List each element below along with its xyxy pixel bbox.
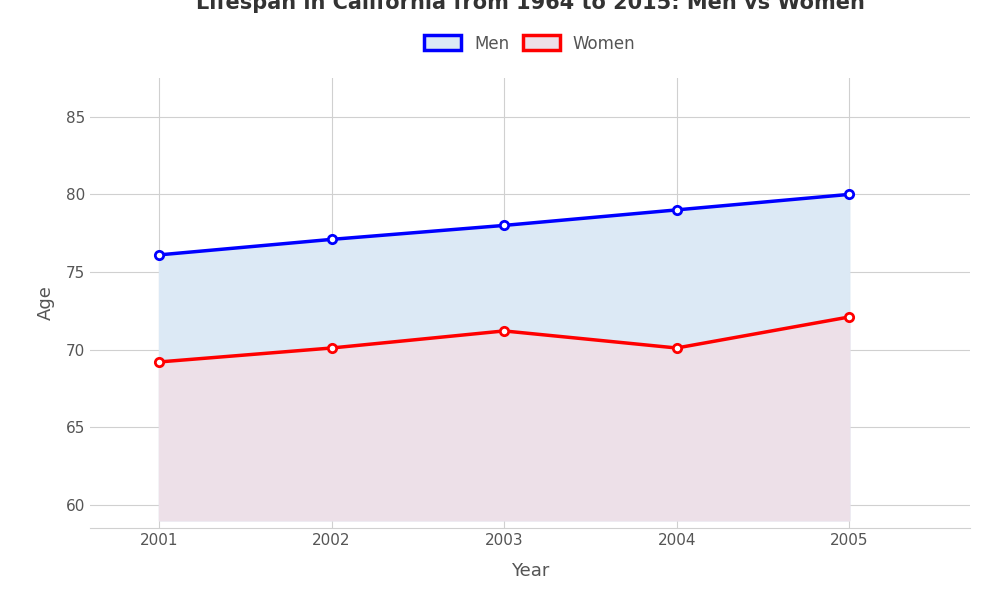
Title: Lifespan in California from 1964 to 2015: Men vs Women: Lifespan in California from 1964 to 2015… xyxy=(196,0,864,13)
Legend: Men, Women: Men, Women xyxy=(418,28,642,59)
X-axis label: Year: Year xyxy=(511,562,549,580)
Y-axis label: Age: Age xyxy=(37,286,55,320)
